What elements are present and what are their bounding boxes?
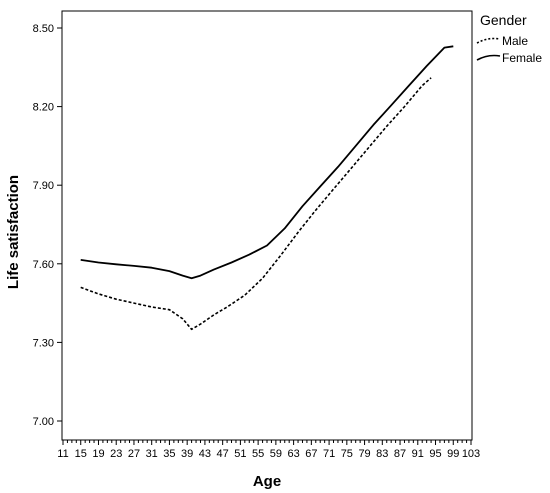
x-axis-ticks: 11 15 19 23 27 31 35 39 43 47 51 55 59 63 67 71 75 79 83 87… [57,440,480,460]
x-tick-label: 95 [429,448,441,460]
x-tick-label: 47 [217,448,229,460]
y-axis-ticks: 7.00 7.30 7.60 7.90 8.20 8.50 [33,23,62,428]
x-tick-label: 27 [128,448,140,460]
x-tick-label: 43 [199,448,211,460]
x-tick-label: 99 [447,448,459,460]
legend-items: Male Female [476,34,542,65]
x-tick-label: 55 [252,448,264,460]
x-tick-label: 83 [376,448,388,460]
series-line-male [80,77,432,331]
x-axis-title: Age [253,473,281,490]
y-tick-label: 7.90 [33,180,54,192]
legend-swatch-female [476,54,501,61]
y-tick-label: 7.60 [33,259,54,271]
legend-title: Gender [480,12,527,28]
y-tick-label: 7.00 [33,416,54,428]
legend-label-female: Female [502,51,542,65]
x-tick-label: 75 [341,448,353,460]
x-tick-label: 103 [462,448,480,460]
x-tick-label: 11 [57,448,68,460]
x-tick-label: 23 [110,448,122,460]
x-tick-label: 67 [305,448,317,460]
legend-label-male: Male [502,34,528,48]
y-tick-label: 8.50 [33,23,54,35]
x-tick-label: 91 [412,448,424,460]
x-tick-label: 39 [181,448,193,460]
legend-swatch-male [476,37,501,44]
x-tick-label: 31 [146,448,158,460]
x-tick-label: 59 [270,448,282,460]
legend: Gender Male Female [476,12,542,65]
y-tick-label: 7.30 [33,337,54,349]
x-tick-label: 51 [234,448,246,460]
x-tick-label: 19 [92,448,104,460]
series-lines [80,45,454,331]
x-tick-label: 87 [394,448,406,460]
x-tick-label: 71 [323,448,335,460]
plot-frame [61,10,473,441]
x-tick-label: 15 [75,448,87,460]
y-axis-title: Life satisfaction [5,175,22,289]
x-tick-label: 35 [163,448,175,460]
series-line-female [80,45,454,280]
y-tick-label: 8.20 [33,102,54,114]
x-tick-label: 79 [358,448,370,460]
x-tick-label: 63 [287,448,299,460]
